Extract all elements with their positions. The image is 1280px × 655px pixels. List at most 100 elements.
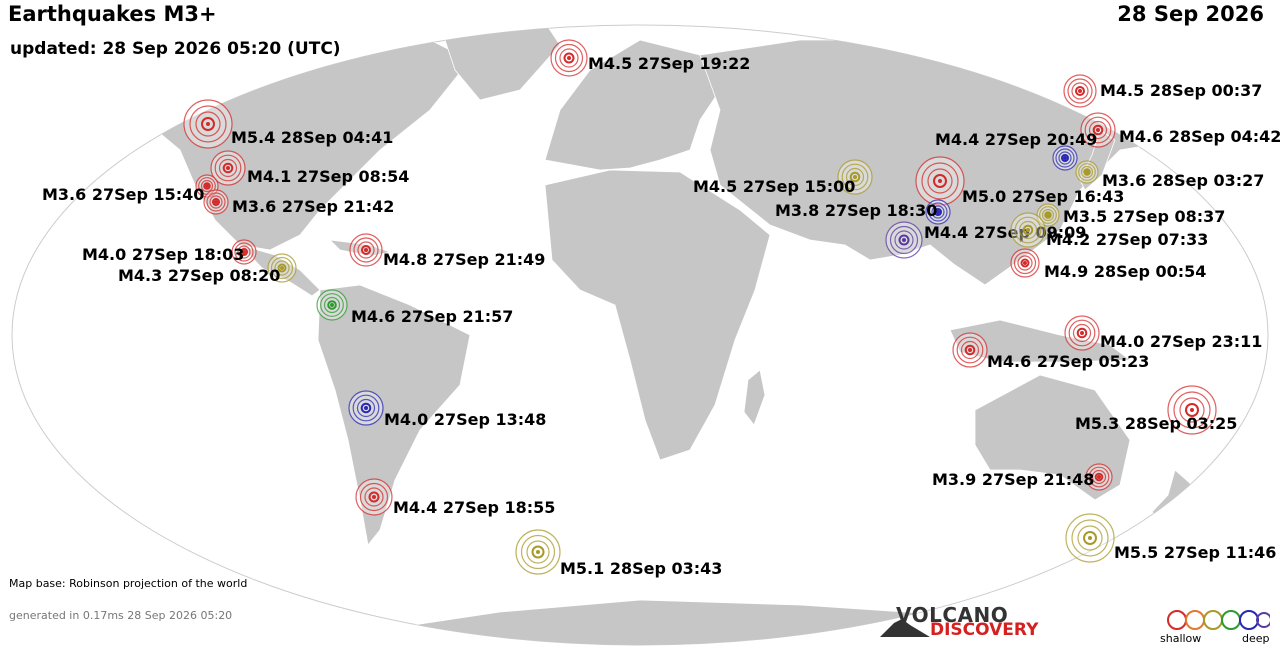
earthquake-marker[interactable]: M4.5 27Sep 15:00 — [693, 159, 873, 196]
earthquake-label: M4.8 27Sep 21:49 — [383, 250, 545, 269]
earthquake-label: M4.5 27Sep 15:00 — [693, 177, 855, 196]
earthquake-ring — [1022, 224, 1034, 236]
earthquake-ring — [889, 225, 919, 255]
earthquake-marker[interactable]: M4.9 28Sep 00:54 — [1010, 248, 1206, 281]
earthquake-ring — [1071, 519, 1109, 557]
earthquake-marker[interactable]: M3.8 27Sep 18:30 — [775, 199, 951, 225]
earthquake-ring — [361, 245, 371, 255]
depth-legend-circles — [1167, 610, 1270, 630]
earthquake-ring — [240, 248, 248, 256]
earthquake-marker[interactable]: M5.3 28Sep 03:25 — [1075, 385, 1237, 435]
earthquake-epicenter — [1026, 228, 1030, 232]
earthquake-label: M5.4 28Sep 04:41 — [231, 128, 393, 147]
earthquake-label: M3.5 27Sep 08:37 — [1063, 207, 1225, 226]
earthquake-marker[interactable]: M5.5 27Sep 11:46 — [1065, 513, 1276, 563]
earthquake-marker[interactable]: M3.9 27Sep 21:48 — [932, 463, 1113, 491]
earthquake-marker[interactable]: M4.0 27Sep 13:48 — [348, 390, 546, 429]
volcano-discovery-logo[interactable]: VOLCANO DISCOVERY — [880, 603, 1040, 643]
earthquake-marker[interactable]: M3.6 28Sep 03:27 — [1075, 160, 1264, 190]
earthquake-label: M4.4 27Sep 20:49 — [935, 130, 1097, 149]
earthquake-ring — [849, 171, 861, 183]
earthquake-epicenter — [214, 200, 218, 204]
volcano-icon — [880, 619, 930, 637]
earthquake-ring — [845, 167, 865, 187]
legend-mid-deep-circle — [1221, 610, 1241, 630]
earthquake-ring — [1068, 319, 1096, 347]
earthquake-label: M5.5 27Sep 11:46 — [1114, 543, 1276, 562]
earthquake-marker[interactable]: M4.2 27Sep 07:33 — [1010, 212, 1208, 249]
earthquake-marker[interactable]: M4.6 27Sep 05:23 — [952, 332, 1149, 371]
legend-mid-shallow-circle — [1185, 610, 1205, 630]
earthquake-epicenter — [372, 495, 376, 499]
earthquake-marker[interactable]: M4.0 27Sep 18:03 — [82, 239, 257, 265]
earthquake-marker[interactable]: M4.4 27Sep 18:55 — [355, 478, 555, 517]
earthquake-marker[interactable]: M4.5 28Sep 00:37 — [1063, 74, 1262, 108]
earthquake-marker[interactable]: M4.4 27Sep 20:49 — [935, 130, 1097, 171]
earthquake-marker[interactable]: M4.1 27Sep 08:54 — [210, 150, 409, 186]
earthquake-epicenter — [1078, 89, 1082, 93]
land-south-america — [317, 284, 471, 546]
earthquake-ring — [195, 111, 221, 137]
earthquake-ring — [1185, 403, 1199, 417]
earthquake-marker[interactable]: M3.5 27Sep 08:37 — [1036, 203, 1225, 227]
depth-legend: shallow deep — [1160, 608, 1270, 646]
earthquake-ring — [526, 540, 550, 564]
earthquake-ring — [352, 394, 380, 422]
logo-text-discovery: DISCOVERY — [930, 620, 1039, 640]
earthquake-marker[interactable]: M5.0 27Sep 16:43 — [915, 156, 1124, 206]
earthquake-ring — [212, 198, 220, 206]
earthquake-ring — [1044, 211, 1052, 219]
earthquake-ring — [956, 336, 984, 364]
updated-timestamp: updated: 28 Sep 2026 05:20 (UTC) — [10, 39, 341, 59]
earthquake-ring — [1083, 531, 1097, 545]
earthquake-label: M4.1 27Sep 08:54 — [247, 167, 409, 186]
earthquake-label: M4.3 27Sep 08:20 — [118, 266, 280, 285]
earthquake-epicenter — [1088, 536, 1092, 540]
earthquake-epicenter — [1097, 475, 1101, 479]
earthquake-epicenter — [242, 250, 246, 254]
earthquake-label: M4.6 27Sep 21:57 — [351, 307, 513, 326]
earthquake-epicenter — [1063, 156, 1067, 160]
earthquake-ring — [931, 205, 945, 219]
earthquake-label: M4.0 27Sep 18:03 — [82, 245, 244, 264]
earthquake-ring — [274, 260, 290, 276]
logo-text-volcano: VOLCANO — [896, 603, 1009, 627]
earthquake-ring — [927, 168, 953, 194]
earthquake-marker[interactable]: M4.8 27Sep 21:49 — [349, 233, 545, 269]
earthquake-ring — [209, 195, 223, 209]
earthquake-ring — [1020, 258, 1030, 268]
earthquake-marker[interactable]: M5.4 28Sep 04:41 — [183, 99, 393, 149]
land-africa — [544, 169, 771, 461]
earthquake-ring — [554, 43, 584, 73]
legend-intermediate-circle — [1203, 610, 1223, 630]
earthquake-label: M4.4 27Sep 18:55 — [393, 498, 555, 517]
earthquake-epicenter — [1023, 261, 1027, 265]
earthquake-epicenter — [280, 266, 284, 270]
earthquake-epicenter — [330, 303, 334, 307]
earthquake-marker[interactable]: M4.3 27Sep 08:20 — [118, 253, 297, 285]
earthquake-epicenter — [1085, 170, 1089, 174]
earthquake-label: M4.5 28Sep 00:37 — [1100, 81, 1262, 100]
earthquake-marker[interactable]: M3.6 27Sep 21:42 — [203, 189, 394, 216]
earthquake-ring — [934, 208, 942, 216]
earthquake-ring — [359, 482, 389, 512]
earthquake-label: M4.6 27Sep 05:23 — [987, 352, 1149, 371]
land-europe — [544, 39, 721, 171]
earthquake-marker[interactable]: M4.0 27Sep 23:11 — [1064, 315, 1262, 351]
earthquake-label: M5.0 27Sep 16:43 — [962, 187, 1124, 206]
earthquake-ring — [203, 182, 211, 190]
earthquake-epicenter — [1190, 408, 1194, 412]
earthquake-marker[interactable]: M4.5 27Sep 19:22 — [550, 39, 750, 77]
earthquake-label: M3.8 27Sep 18:30 — [775, 201, 937, 220]
earthquake-ring — [234, 242, 254, 262]
earthquake-ring — [531, 545, 545, 559]
earthquake-marker[interactable]: M5.1 28Sep 03:43 — [515, 529, 722, 578]
earthquake-ring — [1072, 323, 1092, 343]
earthquake-ring — [1039, 206, 1057, 224]
map-date: 28 Sep 2026 — [1117, 2, 1264, 26]
earthquake-marker[interactable]: M4.6 28Sep 04:42 — [1080, 112, 1280, 148]
earthquake-marker[interactable]: M4.4 27Sep 09:09 — [885, 221, 1086, 259]
earthquake-ring — [1076, 327, 1088, 339]
earthquake-ring — [1088, 120, 1108, 140]
earthquake-marker[interactable]: M4.6 27Sep 21:57 — [316, 289, 513, 326]
